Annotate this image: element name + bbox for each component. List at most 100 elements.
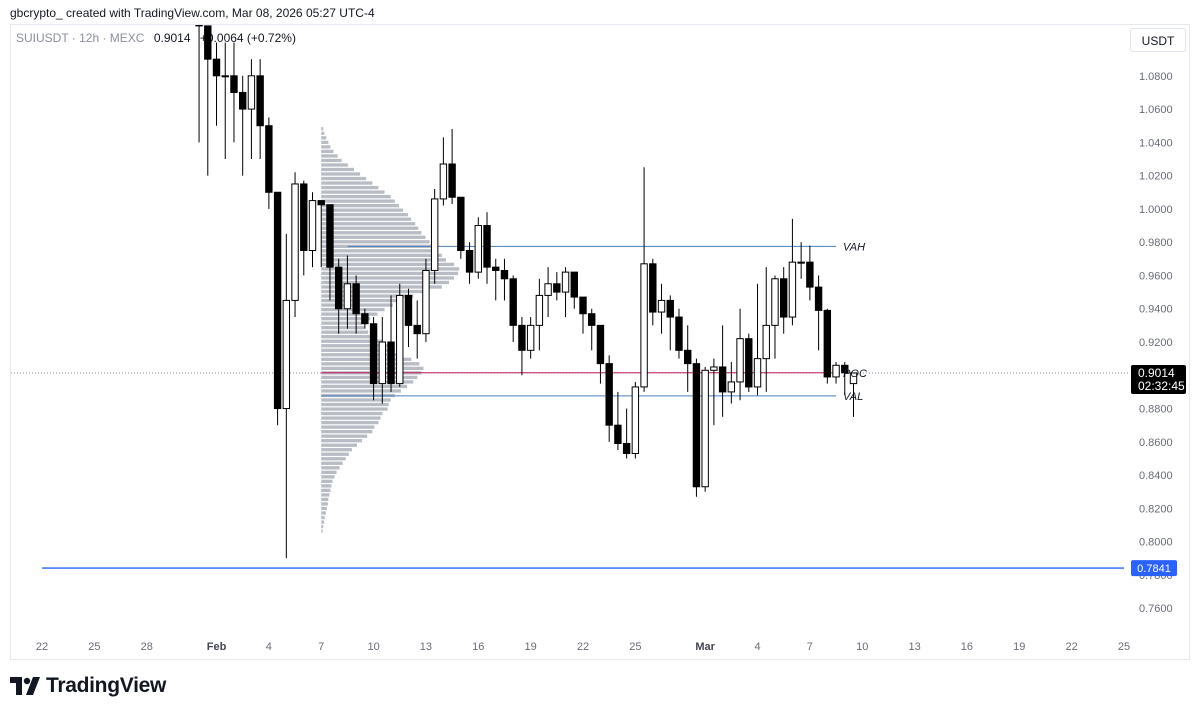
candle-body [422, 269, 430, 335]
candle-body [596, 324, 605, 365]
volume-profile-bar [321, 312, 378, 316]
candle-body [526, 324, 535, 351]
candle-body [404, 294, 413, 326]
candle-body [631, 386, 640, 454]
volume-profile-bar [321, 262, 455, 267]
volume-profile-bar [321, 484, 332, 488]
volume-profile-bar [321, 240, 430, 244]
volume-profile-bar [321, 402, 389, 407]
volume-profile-bar [321, 235, 426, 239]
x-tick-label: Feb [207, 641, 227, 653]
volume-profile-bar [321, 217, 412, 221]
volume-profile-bar [321, 493, 330, 497]
candle-body [439, 163, 448, 200]
volume-profile-bar [321, 145, 331, 149]
x-tick-label: 7 [807, 641, 813, 653]
volume-profile-bar [321, 131, 325, 135]
volume-profile-bar [321, 194, 391, 199]
symbol-change: +0.0064 (+0.72%) [199, 31, 296, 45]
volume-profile-bar [321, 326, 365, 330]
level-label-poc: POC [843, 368, 867, 380]
symbol-price: 0.9014 [153, 31, 191, 45]
volume-profile-bar [321, 226, 419, 230]
candle-body [369, 323, 378, 385]
candle-body [788, 261, 797, 318]
currency-selector[interactable]: USDT [1130, 28, 1186, 52]
countdown-text: 02:32:45 [1138, 379, 1185, 393]
candle-body [684, 349, 692, 365]
volume-profile-bar [321, 384, 408, 389]
y-tick-label: 0.9400 [1139, 304, 1173, 316]
y-tick-label: 0.9200 [1139, 337, 1173, 349]
volume-profile-bar [321, 448, 352, 452]
x-tick-label: 25 [88, 641, 100, 653]
candle-body [221, 75, 229, 78]
symbol-label: SUIUSDT · 12h · MEXC [16, 31, 145, 45]
volume-profile-bar [321, 167, 354, 172]
candle-body [649, 263, 657, 313]
candle-body [518, 324, 526, 351]
candle-body [806, 261, 814, 288]
candle-body [343, 283, 352, 310]
x-tick-label: 25 [1118, 641, 1130, 653]
volume-profile-bar [321, 181, 373, 185]
candle-body [474, 225, 482, 273]
volume-profile-bar [321, 289, 424, 294]
candle-body [701, 369, 709, 488]
level-label-vah: VAH [843, 241, 865, 253]
y-tick-label: 1.0200 [1139, 171, 1173, 183]
x-tick-label: 4 [266, 641, 272, 653]
candle-body [352, 283, 360, 315]
volume-profile-bar [321, 439, 363, 443]
y-tick-label: 0.8200 [1139, 503, 1173, 515]
x-tick-label: 22 [36, 641, 48, 653]
candle-body [430, 198, 439, 271]
volume-profile-bar [321, 407, 388, 411]
candle-body [448, 163, 456, 198]
volume-profile-bar [321, 425, 375, 429]
candle-body [849, 372, 858, 385]
volume-profile-bar [321, 298, 404, 303]
volume-profile-bar [321, 429, 373, 434]
candle-body [736, 338, 744, 383]
current-price-tag-text: 0.9014 [1138, 366, 1175, 380]
volume-profile-bar [321, 140, 329, 145]
y-tick-label: 1.0800 [1139, 71, 1173, 83]
volume-profile-bar [321, 199, 395, 203]
x-tick-label: 13 [420, 641, 432, 653]
volume-profile-bar [321, 511, 326, 515]
volume-profile-bar [321, 190, 385, 194]
candle-body [500, 269, 509, 280]
volume-profile-bar [321, 222, 416, 226]
candle-body [238, 91, 247, 110]
candle-body [483, 225, 491, 268]
candle-body [212, 58, 221, 77]
volume-profile-bar [321, 149, 334, 154]
volume-profile-bar [321, 285, 442, 289]
candle-body [762, 324, 770, 360]
candle-body [300, 183, 308, 251]
tradingview-logo: TradingView [10, 674, 166, 698]
volume-profile-bar [321, 213, 409, 217]
volume-profile-bar [321, 231, 422, 235]
y-tick-label: 0.8800 [1139, 404, 1173, 416]
volume-profile-bar [321, 344, 389, 348]
volume-profile-bar [321, 416, 381, 420]
candle-body [745, 338, 753, 388]
volume-profile-bar [321, 389, 401, 393]
volume-profile-bar [321, 380, 414, 384]
volume-profile-bar [321, 443, 358, 447]
x-tick-label: 16 [472, 641, 484, 653]
candle-body [457, 196, 465, 251]
volume-profile-bar [321, 335, 375, 339]
candle-body [814, 286, 823, 311]
candle-body [614, 424, 622, 444]
candle-body [465, 249, 474, 273]
x-tick-label: 16 [961, 641, 973, 653]
y-tick-label: 0.9800 [1139, 237, 1173, 249]
volume-profile-bar [321, 163, 348, 167]
plot-area [11, 25, 1128, 569]
x-tick-label: 7 [318, 641, 324, 653]
volume-profile-bar [321, 316, 371, 321]
